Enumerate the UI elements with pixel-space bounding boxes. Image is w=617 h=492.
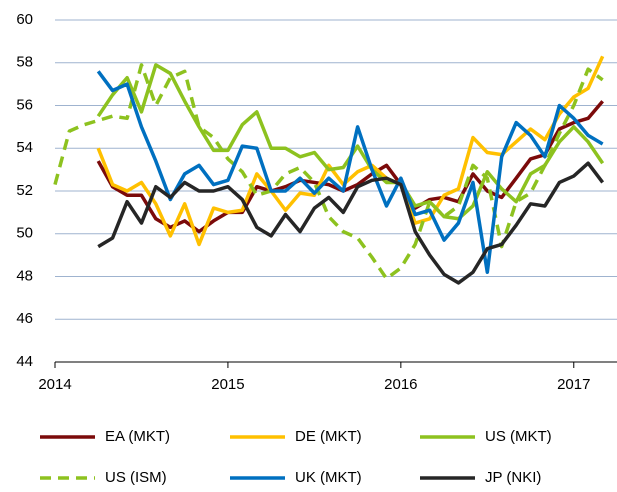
legend-label: UK (MKT) [295, 469, 362, 486]
series-line [97, 161, 605, 285]
y-tick-label: 46 [16, 310, 33, 327]
y-tick-label: 44 [16, 353, 33, 370]
x-tick-label: 2015 [211, 376, 244, 393]
legend-label: US (MKT) [485, 428, 552, 445]
y-tick-label: 54 [16, 139, 33, 156]
y-tick-label: 52 [16, 182, 33, 199]
x-tick-label: 2017 [557, 376, 590, 393]
y-tick-label: 48 [16, 267, 33, 284]
y-tick-label: 60 [16, 11, 33, 28]
series-line [96, 70, 604, 274]
y-tick-label: 50 [16, 225, 33, 242]
legend-label: US (ISM) [105, 469, 167, 486]
legend-label: DE (MKT) [295, 428, 362, 445]
series-line [96, 55, 605, 247]
y-tick-label: 56 [16, 96, 33, 113]
series-line [53, 63, 604, 281]
series-line [96, 100, 604, 234]
x-tick-label: 2016 [384, 376, 417, 393]
legend-label: JP (NKI) [485, 469, 541, 486]
legend-label: EA (MKT) [105, 428, 170, 445]
x-tick-label: 2014 [38, 376, 71, 393]
y-tick-label: 58 [16, 54, 33, 71]
